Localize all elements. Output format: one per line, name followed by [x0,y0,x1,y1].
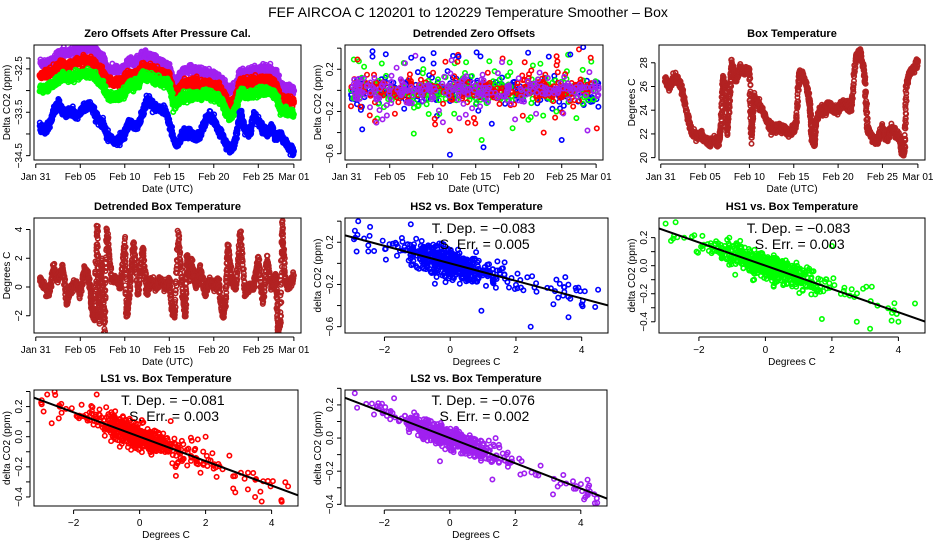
panel-title: Zero Offsets After Pressure Cal. [84,28,250,40]
plot-area [36,45,298,159]
panels: Zero Offsets After Pressure Cal.Jan 31 Fe… [2,28,934,540]
zero-offsets-panel: Zero Offsets After Pressure Cal.Jan 31 Fe… [2,28,310,195]
figure-title: FEF AIRCOA C 120201 to 120229 Temperatur… [268,4,668,20]
data-point [290,87,297,94]
